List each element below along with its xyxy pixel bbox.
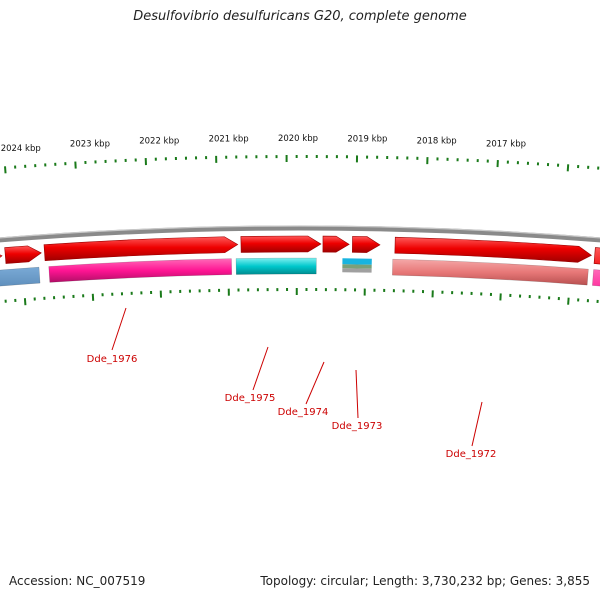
scale-label: 2019 kbp — [347, 135, 387, 145]
gene-label-leaders — [111, 307, 483, 447]
scale-tick-ring — [4, 155, 600, 174]
gene-label[interactable]: Dde_1976 — [87, 354, 138, 365]
gene-label[interactable]: Dde_1974 — [278, 407, 329, 418]
reverse-cds — [0, 266, 41, 287]
reverse-cds — [235, 257, 317, 275]
accession-text: Accession: NC_007519 — [9, 574, 146, 588]
scale-label: 2023 kbp — [70, 140, 110, 150]
forward-cds — [4, 245, 42, 264]
scale-label: 2024 kbp — [1, 144, 41, 154]
genome-backbone — [0, 225, 600, 243]
forward-cds — [352, 236, 381, 253]
forward-cds — [0, 254, 3, 258]
gene-leader-line — [252, 346, 269, 391]
inner-tick-ring — [4, 288, 599, 306]
gene-leader-line — [471, 401, 483, 447]
scale-label: 2021 kbp — [209, 135, 249, 145]
gene-leader-line — [355, 369, 359, 419]
forward-cds — [322, 235, 350, 253]
forward-cds — [240, 235, 322, 253]
reverse-strand-track — [0, 257, 600, 287]
small-feature — [342, 268, 372, 273]
forward-cds — [394, 236, 592, 263]
forward-strand-track — [0, 235, 600, 265]
reverse-cds — [48, 258, 232, 283]
gene-label[interactable]: Dde_1973 — [332, 421, 383, 432]
gene-leader-line — [305, 361, 325, 405]
scale-label-ring: 2024 kbp 2023 kbp 2022 kbp 2021 kbp 2020 kbp… — [1, 134, 526, 154]
gene-leader-line — [111, 307, 127, 351]
reverse-cds — [392, 258, 589, 286]
major-inner-tick — [23, 298, 27, 306]
forward-cds — [593, 247, 600, 265]
map-title: Desulfovibrio desulfuricans G20, complet… — [133, 9, 467, 24]
small-feature — [342, 258, 372, 265]
scale-label: 2017 kbp — [486, 140, 526, 150]
scale-label: 2022 kbp — [139, 137, 179, 147]
gene-label[interactable]: Dde_1975 — [225, 393, 276, 404]
forward-cds — [43, 236, 239, 261]
major-inner-tick — [567, 297, 570, 305]
reverse-cds — [592, 269, 600, 287]
backbone-highlight — [0, 225, 600, 239]
small-feature — [342, 264, 372, 269]
major-scale-tick — [4, 166, 7, 174]
gene-label[interactable]: Dde_1972 — [446, 449, 497, 460]
scale-label: 2018 kbp — [417, 136, 457, 146]
genome-summary-text: Topology: circular; Length: 3,730,232 bp… — [260, 574, 590, 588]
backbone-arc — [0, 225, 600, 243]
scale-label: 2020 kbp — [278, 134, 318, 144]
